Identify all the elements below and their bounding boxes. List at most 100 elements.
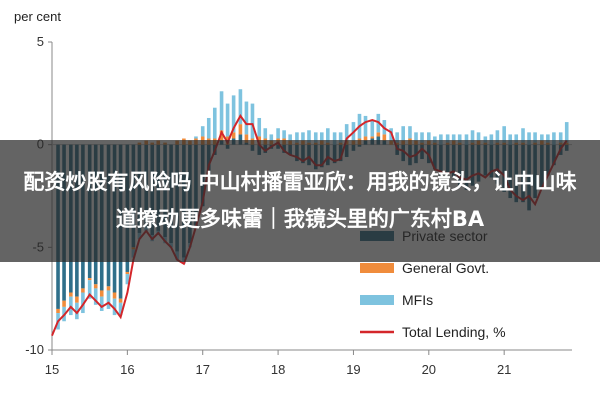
x-tick-label: 16 [120,362,134,377]
bar-mfis [319,132,324,141]
x-tick-label: 19 [346,362,360,377]
bar-mfis [276,128,280,139]
bar-general-govt [81,288,85,293]
bar-mfis [87,280,92,299]
bar-private-sector [238,134,243,145]
bar-mfis [483,136,488,143]
bar-mfis [263,128,268,139]
bar-general-govt [376,132,381,137]
bar-mfis [439,134,443,145]
bar-general-govt [370,136,375,139]
bar-mfis [558,132,563,143]
legend-swatch [360,295,394,305]
y-axis-unit-label: per cent [14,9,61,24]
bar-mfis [533,132,537,143]
bar-mfis [212,107,217,139]
bar-general-govt [125,271,130,275]
bar-mfis [295,132,299,143]
bar-mfis [344,124,349,141]
bar-mfis [338,132,343,143]
bar-mfis [502,126,506,143]
bar-mfis [514,134,519,143]
bar-mfis [414,132,418,141]
news-headline-banner: 配资炒股有风险吗 中山村播雷亚欣：用我的镜头，让中山味道撩动更多味蕾｜我镜头里的… [0,140,600,262]
news-headline-text[interactable]: 配资炒股有风险吗 中山村播雷亚欣：用我的镜头，让中山味道撩动更多味蕾｜我镜头里的… [23,170,577,231]
bar-mfis [75,302,79,320]
bar-mfis [81,292,85,314]
bar-general-govt [62,300,66,307]
bar-mfis [445,134,450,143]
bar-mfis [370,120,375,137]
bar-mfis [250,103,255,139]
bar-mfis [93,288,98,305]
bar-mfis [527,132,531,145]
bar-mfis [225,103,230,137]
bar-mfis [401,126,405,141]
y-tick-label: 5 [37,34,44,49]
bar-mfis [219,91,224,131]
bar-mfis [200,126,205,137]
x-tick-label: 18 [271,362,285,377]
bar-general-govt [231,132,236,139]
bar-general-govt [363,136,368,141]
bar-mfis [408,126,412,139]
bar-mfis [540,134,544,141]
x-tick-label: 15 [45,362,59,377]
bar-mfis [508,134,513,145]
bar-mfis [288,134,292,141]
bar-mfis [244,101,249,135]
bar-general-govt [238,124,243,135]
y-tick-label: -10 [25,342,44,357]
bar-mfis [118,302,123,316]
bar-mfis [125,274,130,285]
bar-general-govt [382,134,387,141]
legend-label: MFIs [402,292,433,308]
bar-mfis [307,130,311,143]
bar-general-govt [75,296,79,303]
bar-general-govt [93,284,98,289]
bar-general-govt [112,292,117,299]
bar-mfis [451,134,456,141]
legend-label: General Govt. [402,260,489,276]
bar-mfis [269,134,274,141]
bar-mfis [301,132,305,141]
bar-mfis [420,132,424,143]
bar-mfis [257,117,262,137]
bar-mfis [470,130,475,143]
bar-mfis [476,132,481,141]
legend-swatch [360,263,394,273]
bar-mfis [433,136,437,143]
legend-label: Total Lending, % [402,324,506,340]
bar-mfis [564,122,569,143]
bar-mfis [489,134,494,145]
bar-general-govt [56,308,60,314]
x-axis-ticks: 15 16 17 18 19 20 21 [45,350,511,377]
bar-mfis [326,128,330,143]
bar-mfis [552,132,556,145]
bar-general-govt [99,290,104,297]
bar-mfis [206,117,211,139]
bar-general-govt [106,286,111,291]
bar-mfis [546,134,550,143]
bar-mfis [194,136,198,139]
bar-mfis [395,132,399,143]
bar-mfis [495,130,500,143]
bar-mfis [521,128,525,143]
x-tick-label: 20 [422,362,436,377]
bar-mfis [313,132,318,143]
bar-mfis [427,132,431,141]
bar-mfis [238,89,243,125]
bar-mfis [457,134,462,143]
bar-mfis [106,290,111,309]
bar-mfis [332,132,337,145]
bar-mfis [231,95,236,133]
bar-general-govt [87,278,92,281]
bar-mfis [99,296,104,311]
bar-general-govt [118,298,123,303]
bar-general-govt [219,130,224,141]
bar-mfis [464,134,469,145]
bar-general-govt [244,134,249,143]
bar-mfis [282,130,286,139]
x-tick-label: 21 [497,362,511,377]
bar-mfis [363,115,368,137]
